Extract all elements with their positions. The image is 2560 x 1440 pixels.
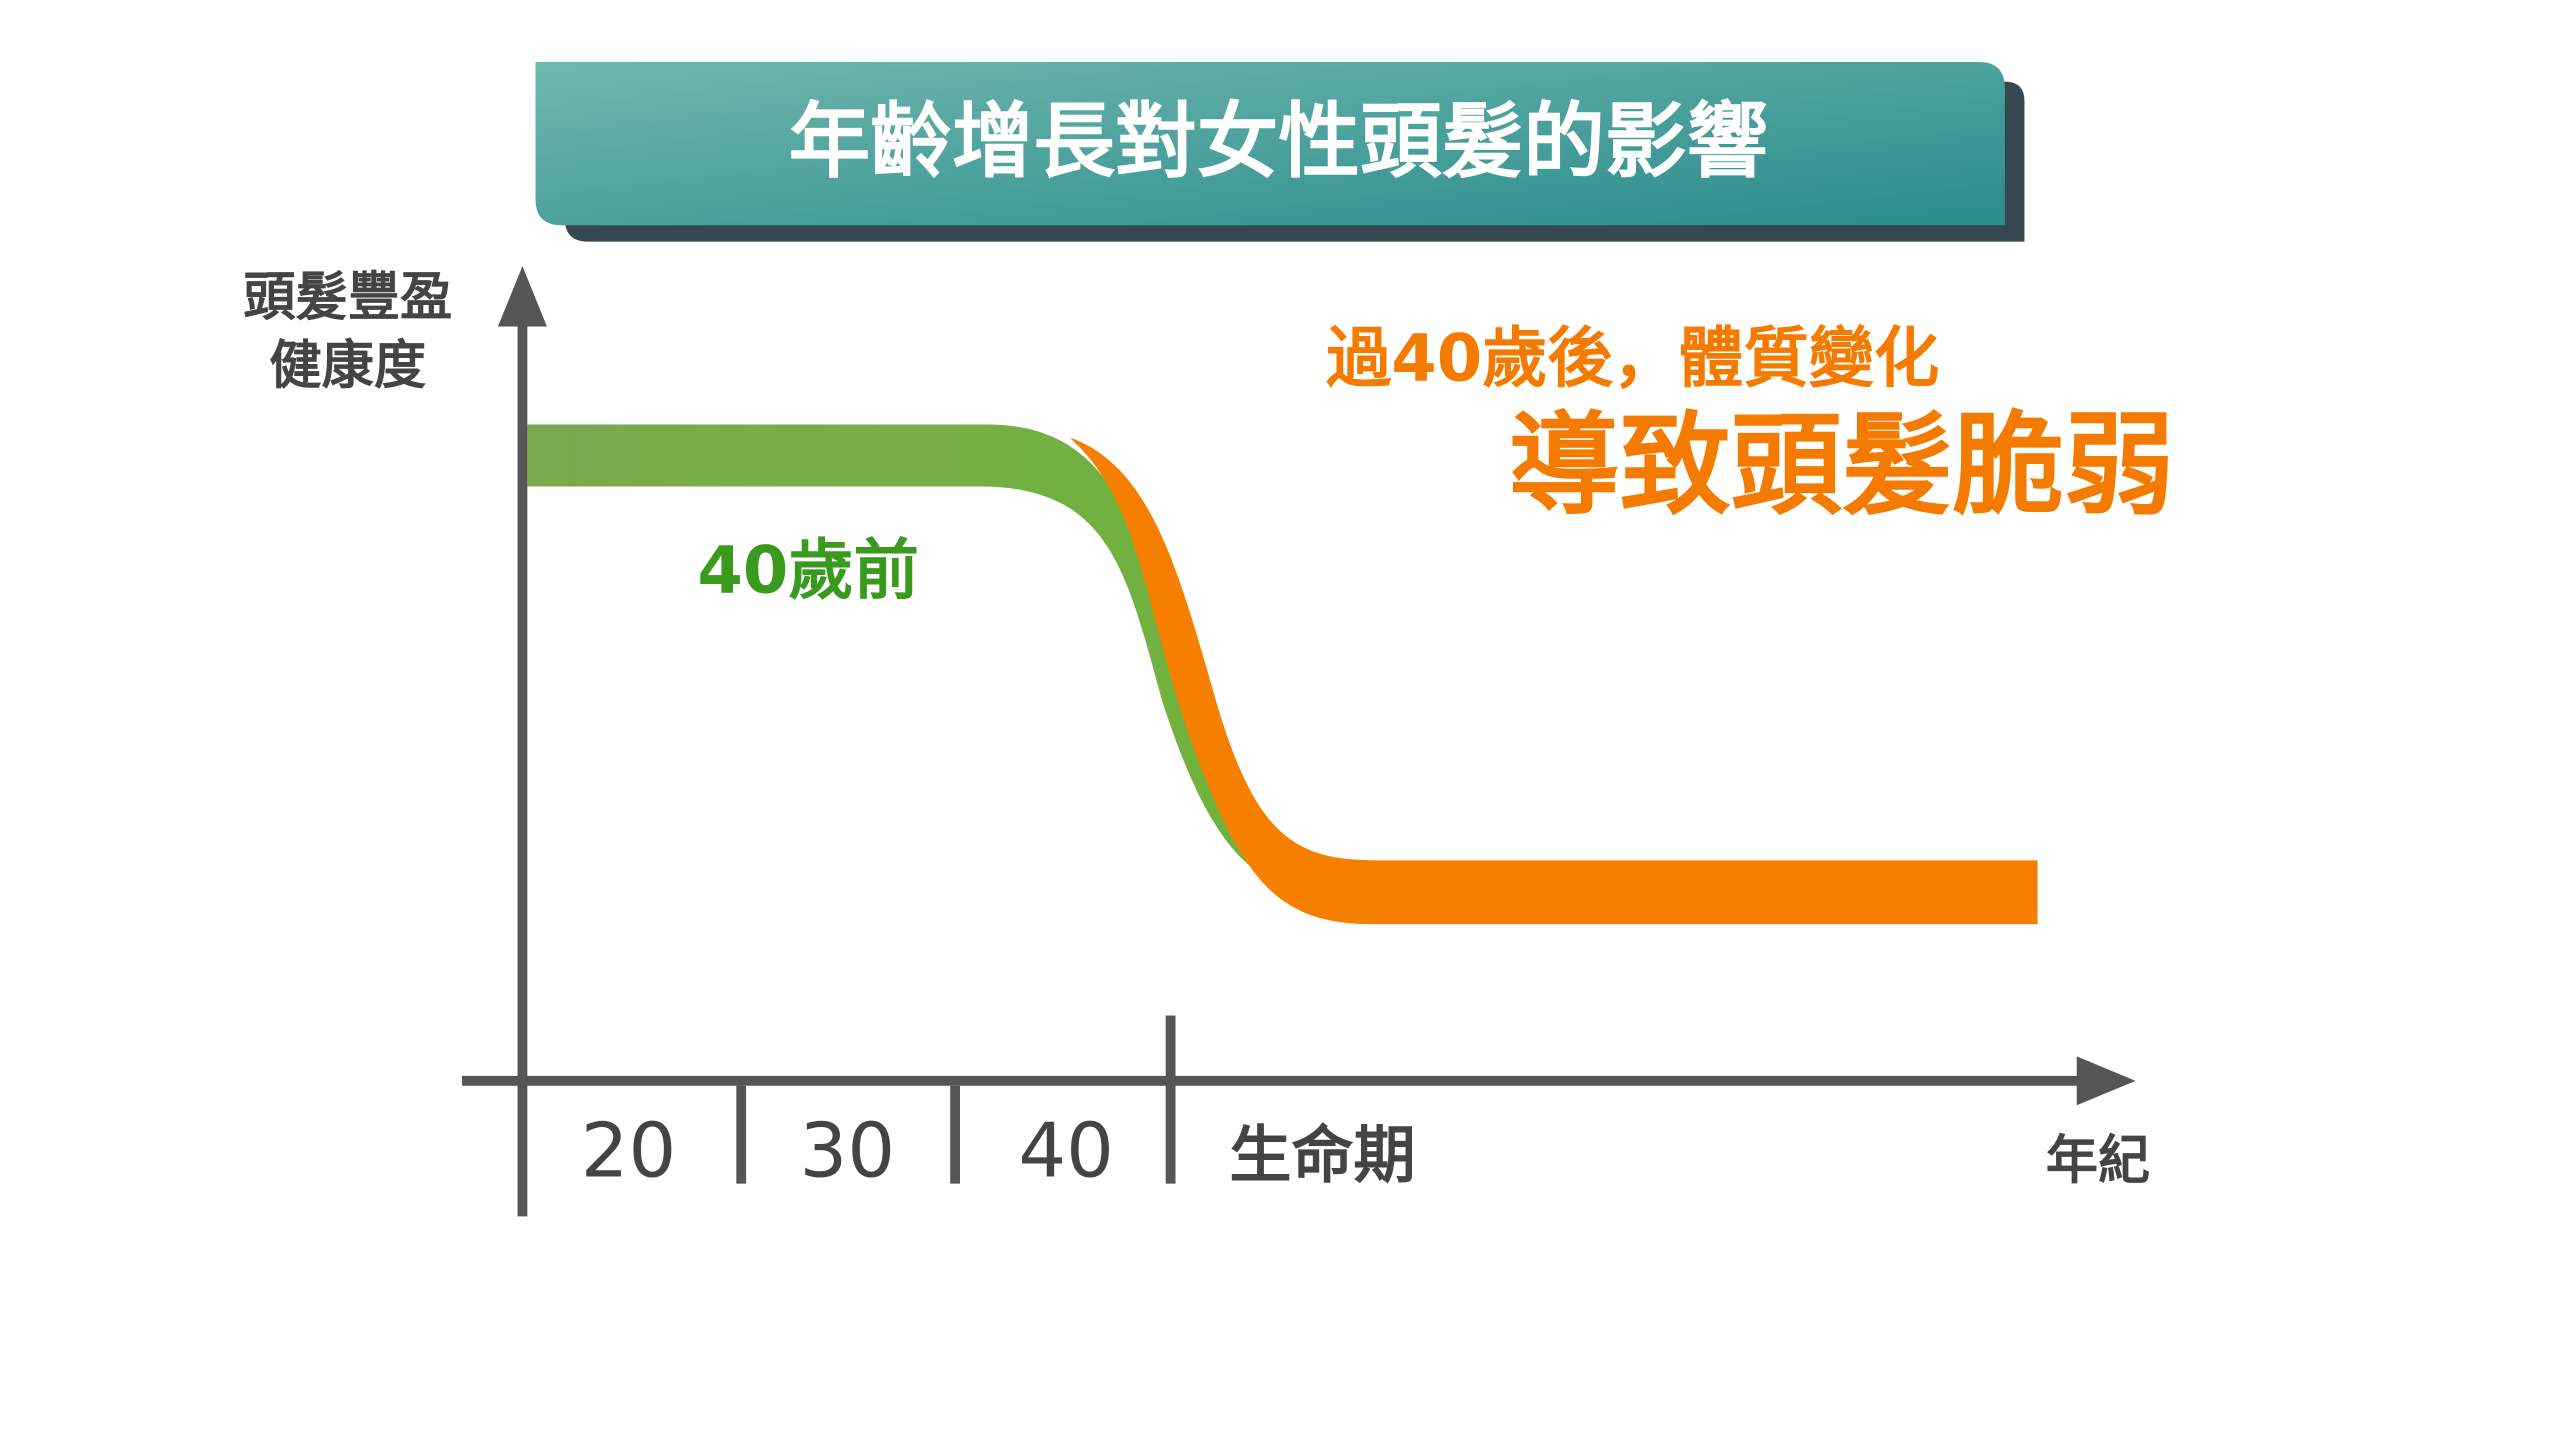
y-axis-arrow bbox=[497, 266, 547, 327]
x-axis-label: 年紀 bbox=[2046, 1131, 2150, 1191]
x-tick-label: 30 bbox=[800, 1106, 896, 1194]
x-tick-label: 生命期 bbox=[1229, 1118, 1415, 1191]
title: 年齡增長對女性頭髮的影響 bbox=[789, 94, 1769, 189]
y-axis-label: 頭髮豐盈 bbox=[243, 267, 452, 327]
x-axis-arrow bbox=[2076, 1056, 2136, 1106]
x-tick-label: 20 bbox=[581, 1106, 677, 1194]
title-banner bbox=[535, 62, 2005, 226]
after-label: 過40歲後，體質變化 bbox=[1326, 321, 1939, 397]
x-tick-label: 40 bbox=[1018, 1106, 1114, 1194]
y-axis-label: 健康度 bbox=[269, 336, 426, 396]
after-band bbox=[1069, 437, 2038, 925]
after-label-emphasis: 導致頭髮脆弱 bbox=[1509, 402, 2175, 531]
before-label: 40歲前 bbox=[697, 533, 918, 609]
before-band bbox=[527, 424, 1315, 890]
